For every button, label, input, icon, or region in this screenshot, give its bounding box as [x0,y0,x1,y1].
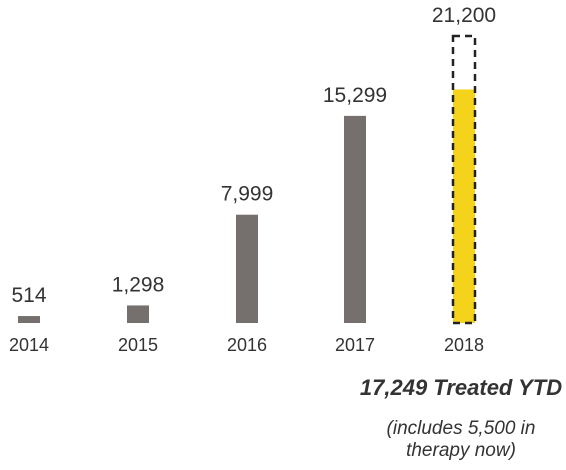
bar-2014 [18,316,40,323]
value-label-2016: 7,999 [221,183,274,206]
bar-2016 [236,214,258,323]
ytd-annotation: 17,249 Treated YTD [359,375,563,400]
therapy-note-line-1: (includes 5,500 in [386,418,536,439]
bar-2017 [344,115,366,324]
therapy-note: (includes 5,500 in therapy now) [355,418,566,462]
therapy-note-line-2: therapy now) [406,440,516,461]
tick-label-2016: 2016 [227,335,267,355]
tick-label-2014: 2014 [9,335,49,355]
target-outline-2018 [451,34,477,325]
value-label-2018: 21,200 [432,4,496,27]
bar-2018 [453,89,475,323]
bar-2015 [127,305,149,323]
bar-chart: 514 2014 1,298 2015 7,999 2016 15,299 2017 21,20… [9,4,496,355]
value-label-2017: 15,299 [323,84,387,107]
value-label-2014: 514 [11,284,46,307]
tick-label-2015: 2015 [118,335,158,355]
tick-label-2018: 2018 [444,335,484,355]
value-label-2015: 1,298 [112,273,165,296]
tick-label-2017: 2017 [335,335,375,355]
